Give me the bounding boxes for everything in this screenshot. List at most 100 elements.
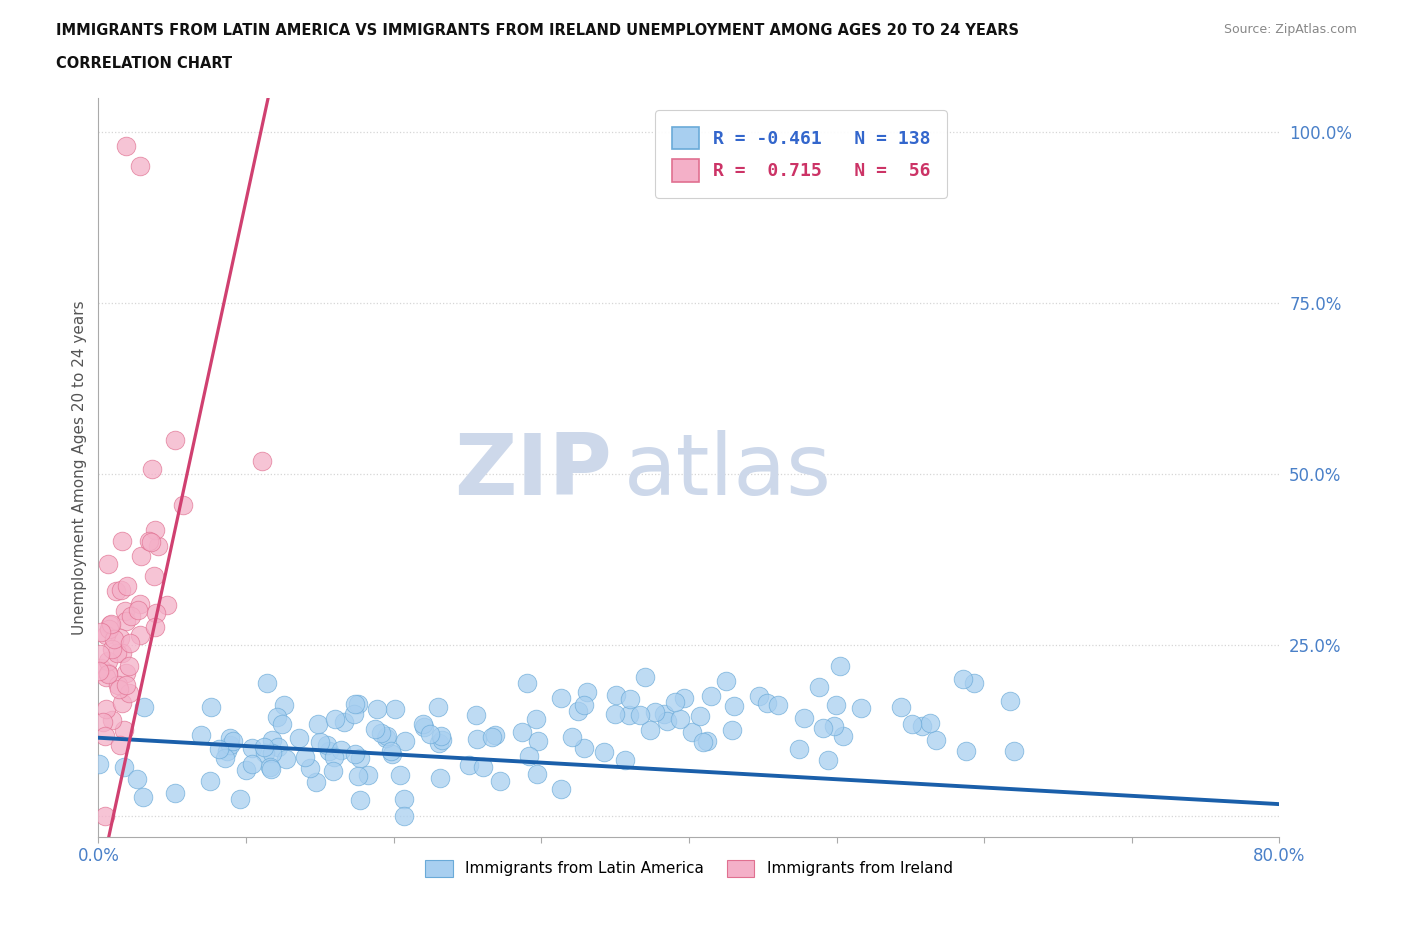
Point <box>575 684 598 699</box>
Point <box>605 707 627 722</box>
Point <box>165 786 187 801</box>
Point <box>605 687 627 702</box>
Text: CORRELATION CHART: CORRELATION CHART <box>56 56 232 71</box>
Point <box>250 453 273 468</box>
Point <box>97 665 120 680</box>
Point <box>366 702 388 717</box>
Point <box>107 678 129 693</box>
Point <box>830 658 852 673</box>
Point <box>375 731 398 746</box>
Point <box>517 749 540 764</box>
Point <box>148 538 170 553</box>
Point <box>94 627 117 642</box>
Point <box>267 740 290 755</box>
Point <box>141 461 163 476</box>
Point <box>172 498 194 512</box>
Point <box>689 709 711 724</box>
Point <box>190 727 212 742</box>
Point <box>112 759 135 774</box>
Point <box>681 724 703 739</box>
Point <box>143 568 166 583</box>
Point <box>105 584 128 599</box>
Point <box>138 533 160 548</box>
Point <box>94 701 117 716</box>
Point <box>132 700 155 715</box>
Point <box>101 641 124 656</box>
Point <box>890 699 912 714</box>
Point <box>89 647 111 662</box>
Point <box>364 722 387 737</box>
Point <box>524 711 547 726</box>
Point <box>465 731 488 746</box>
Point <box>115 666 138 681</box>
Point <box>572 740 595 755</box>
Point <box>101 713 124 728</box>
Point <box>304 775 326 790</box>
Point <box>89 664 111 679</box>
Point <box>672 690 695 705</box>
Point <box>120 608 142 623</box>
Point <box>638 723 661 737</box>
Point <box>307 716 329 731</box>
Point <box>145 605 167 620</box>
Point <box>849 701 872 716</box>
Point <box>90 625 112 640</box>
Point <box>550 782 572 797</box>
Point <box>952 672 974 687</box>
Point <box>925 733 948 748</box>
Point <box>217 744 239 759</box>
Point <box>343 706 366 721</box>
Point <box>550 691 572 706</box>
Point <box>347 769 370 784</box>
Point <box>330 742 353 757</box>
Point <box>613 752 636 767</box>
Point <box>322 764 344 778</box>
Point <box>832 728 855 743</box>
Point <box>115 614 138 629</box>
Point <box>97 667 120 682</box>
Point <box>723 699 745 714</box>
Point <box>128 159 150 174</box>
Y-axis label: Unemployment Among Ages 20 to 24 years: Unemployment Among Ages 20 to 24 years <box>72 300 87 634</box>
Point <box>664 695 686 710</box>
Point <box>125 771 148 786</box>
Point <box>218 737 240 752</box>
Point <box>817 752 839 767</box>
Point <box>129 596 152 611</box>
Point <box>111 696 134 711</box>
Point <box>644 705 666 720</box>
Point <box>356 768 378 783</box>
Point <box>458 758 481 773</box>
Point <box>998 693 1021 708</box>
Text: IMMIGRANTS FROM LATIN AMERICA VS IMMIGRANTS FROM IRELAND UNEMPLOYMENT AMONG AGES: IMMIGRANTS FROM LATIN AMERICA VS IMMIGRA… <box>56 23 1019 38</box>
Point <box>240 757 263 772</box>
Point <box>156 598 179 613</box>
Point <box>287 731 309 746</box>
Point <box>825 698 848 712</box>
Point <box>811 721 834 736</box>
Point <box>323 711 346 726</box>
Point <box>97 621 120 636</box>
Text: Source: ZipAtlas.com: Source: ZipAtlas.com <box>1223 23 1357 36</box>
Point <box>266 710 288 724</box>
Point <box>309 735 332 750</box>
Point <box>110 631 132 645</box>
Point <box>115 678 138 693</box>
Point <box>668 712 690 727</box>
Point <box>700 688 723 703</box>
Point <box>344 697 367 711</box>
Point <box>901 716 924 731</box>
Point <box>260 761 283 776</box>
Point <box>108 737 131 752</box>
Point <box>481 729 503 744</box>
Point <box>412 716 434 731</box>
Point <box>120 636 142 651</box>
Point <box>318 743 340 758</box>
Point <box>262 732 284 747</box>
Point <box>229 791 252 806</box>
Point <box>198 773 221 788</box>
Point <box>240 740 263 755</box>
Point <box>628 707 651 722</box>
Point <box>349 751 371 765</box>
Point <box>103 631 125 646</box>
